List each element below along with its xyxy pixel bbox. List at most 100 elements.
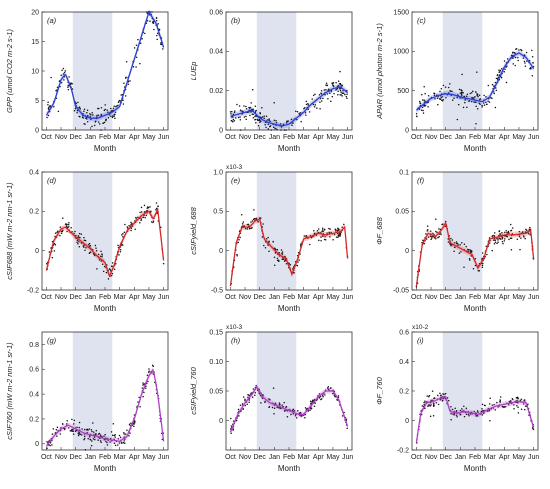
- data-point: [111, 109, 113, 112]
- data-point: [237, 116, 240, 119]
- data-point: [303, 235, 306, 237]
- data-point: [76, 426, 78, 429]
- data-point: [73, 110, 76, 112]
- data-point: [532, 62, 534, 64]
- y-axis-label: cSIF760 (mW m-2 nm-1 sr-1): [5, 342, 14, 440]
- data-point: [459, 244, 461, 246]
- data-point: [105, 118, 107, 121]
- data-point: [481, 104, 483, 107]
- data-point: [103, 435, 105, 437]
- data-point: [72, 433, 75, 435]
- data-point: [304, 112, 307, 114]
- data-point: [76, 239, 79, 242]
- data-point: [466, 106, 468, 108]
- data-point: [104, 108, 106, 111]
- data-point: [502, 242, 504, 245]
- data-point: [73, 423, 75, 425]
- data-point: [107, 278, 110, 280]
- data-point: [451, 90, 453, 93]
- data-point: [322, 229, 324, 231]
- data-point: [71, 430, 73, 433]
- data-point: [520, 408, 523, 410]
- data-point: [112, 422, 115, 425]
- data-point: [500, 76, 503, 79]
- data-point: [491, 83, 494, 86]
- data-point: [111, 434, 114, 437]
- data-point: [229, 111, 232, 113]
- data-point: [286, 120, 289, 123]
- data-point: [318, 393, 321, 395]
- data-point: [275, 127, 277, 130]
- data-point: [77, 242, 79, 245]
- x-tick-label: Jan: [455, 134, 466, 141]
- data-point: [427, 105, 429, 108]
- data-point: [78, 241, 80, 243]
- data-point: [435, 238, 437, 240]
- data-point: [78, 431, 80, 434]
- data-point: [100, 441, 102, 443]
- data-point: [321, 394, 324, 397]
- data-point: [312, 94, 315, 97]
- data-point: [51, 444, 53, 446]
- data-point: [251, 220, 254, 222]
- data-point: [73, 419, 76, 422]
- data-point: [452, 413, 454, 415]
- data-point: [67, 223, 70, 226]
- y-tick-label: -0.2: [27, 287, 39, 294]
- data-point: [46, 116, 48, 119]
- data-point: [337, 234, 340, 236]
- data-point: [323, 238, 326, 241]
- data-point: [330, 231, 332, 234]
- data-point: [426, 395, 428, 397]
- data-point: [68, 222, 70, 224]
- data-point: [275, 121, 278, 124]
- data-point: [330, 90, 333, 93]
- data-point: [433, 92, 436, 95]
- data-point: [71, 82, 73, 85]
- data-point: [489, 397, 491, 400]
- data-point: [140, 206, 143, 209]
- x-tick-label: Oct: [411, 294, 422, 301]
- data-point: [481, 266, 484, 268]
- data-point: [296, 264, 299, 267]
- data-point: [146, 374, 149, 377]
- data-point: [458, 88, 461, 91]
- data-point: [91, 440, 93, 442]
- data-point: [496, 237, 498, 240]
- data-point: [440, 233, 442, 236]
- data-point: [467, 413, 470, 416]
- data-point: [524, 65, 527, 67]
- x-tick-label: Jun: [528, 134, 539, 141]
- data-point: [95, 429, 98, 432]
- data-point: [46, 440, 48, 443]
- data-point: [518, 235, 521, 238]
- data-point: [435, 230, 437, 233]
- data-point: [283, 129, 286, 131]
- data-point: [295, 110, 297, 112]
- data-point: [77, 235, 80, 237]
- data-point: [525, 51, 528, 54]
- data-point: [273, 101, 275, 104]
- data-point: [67, 88, 70, 91]
- data-point: [434, 97, 436, 100]
- data-point: [84, 448, 87, 451]
- data-point: [272, 387, 275, 389]
- data-point: [531, 55, 534, 58]
- data-point: [447, 92, 450, 94]
- data-point: [54, 232, 57, 234]
- data-point: [504, 231, 506, 234]
- data-point: [90, 114, 92, 116]
- data-point: [238, 415, 240, 417]
- y-tick-label: 0: [35, 441, 39, 448]
- data-point: [70, 227, 72, 229]
- data-point: [113, 114, 115, 116]
- data-point: [508, 238, 510, 241]
- panel-c: 0 500 1000 1500 Oct Nov Dec Jan Feb Mar Apr May Jun M…: [375, 9, 539, 153]
- data-point: [497, 406, 499, 408]
- y-tick-label: -0.05: [393, 287, 409, 294]
- data-point: [473, 101, 475, 103]
- data-point: [71, 88, 74, 90]
- data-point: [271, 406, 274, 409]
- data-point: [422, 112, 425, 114]
- data-point: [100, 106, 103, 109]
